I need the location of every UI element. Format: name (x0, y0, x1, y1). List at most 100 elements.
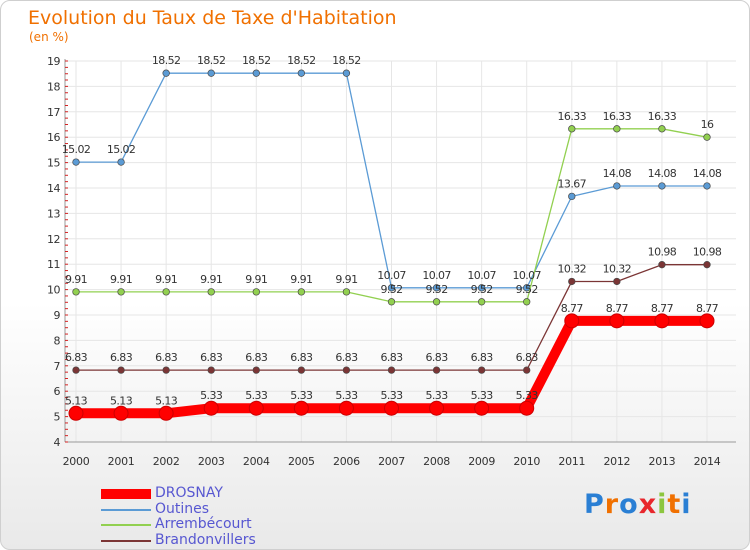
data-point (68, 405, 84, 421)
x-tick-label: 2010 (513, 455, 540, 468)
data-point (342, 69, 351, 77)
data-label: 9.52 (471, 283, 493, 296)
data-point (703, 182, 711, 190)
x-tick-label: 2001 (108, 455, 135, 468)
data-label: 16.33 (648, 110, 677, 123)
data-point (613, 125, 621, 133)
data-point (477, 284, 486, 292)
x-tick-label: 2000 (63, 455, 90, 468)
data-label: 9.91 (245, 273, 267, 286)
x-tick-label: 2009 (468, 455, 495, 468)
logo-letter: r (604, 489, 620, 520)
data-label: 9.91 (110, 273, 132, 286)
data-point (384, 400, 399, 416)
x-tick-label: 2005 (288, 455, 315, 468)
y-tick-label: 8 (54, 334, 61, 347)
data-label: 16.33 (603, 110, 632, 123)
y-tick-label: 14 (47, 182, 60, 195)
data-point (703, 261, 711, 269)
data-label: 6.83 (335, 351, 358, 364)
data-point (703, 133, 711, 141)
y-tick-label: 15 (47, 157, 60, 170)
data-label: 13.67 (558, 177, 587, 190)
legend-label: DROSNAY (155, 485, 223, 501)
x-tick-label: 2006 (333, 455, 360, 468)
data-point (519, 400, 535, 416)
data-label: 6.83 (200, 351, 223, 364)
data-point (72, 366, 80, 374)
data-label: 8.77 (651, 302, 674, 315)
data-label: 9.91 (200, 273, 222, 286)
y-tick-label: 12 (47, 233, 60, 246)
logo-letter: t (667, 489, 682, 520)
legend-label: Brandonvillers (155, 531, 256, 548)
data-point (429, 400, 445, 416)
data-point (207, 288, 215, 296)
legend-swatch (101, 524, 151, 526)
data-point (207, 69, 215, 77)
data-label: 10.07 (467, 269, 496, 282)
y-tick-label: 7 (54, 360, 61, 373)
data-point (342, 366, 351, 374)
data-point (613, 182, 621, 190)
x-tick-label: 2011 (558, 455, 585, 468)
chart-unit: (en %) (29, 30, 69, 44)
data-label: 8.77 (561, 302, 584, 315)
data-point (568, 125, 576, 133)
data-point (162, 366, 170, 374)
data-label: 6.83 (155, 351, 178, 364)
chart-title: Evolution du Taux de Taxe d'Habitation (28, 7, 397, 29)
y-tick-label: 16 (47, 131, 60, 144)
x-tick-label: 2003 (198, 455, 225, 468)
data-label: 18.52 (152, 54, 181, 67)
x-tick-label: 2012 (603, 455, 630, 468)
x-tick-label: 2013 (649, 455, 676, 468)
data-label: 6.83 (290, 351, 313, 364)
data-label: 6.83 (516, 351, 539, 364)
x-tick-label: 2014 (694, 455, 721, 468)
data-point (523, 298, 531, 306)
y-tick-label: 17 (47, 106, 60, 119)
data-label: 10.32 (603, 262, 632, 275)
x-tick-label: 2004 (243, 455, 270, 468)
proxiti-logo: Proxiti (584, 489, 692, 520)
data-point (613, 277, 621, 286)
y-tick-label: 11 (47, 258, 60, 271)
data-point (523, 366, 531, 374)
data-label: 9.91 (335, 273, 357, 286)
logo-letter: x (638, 489, 658, 520)
data-label: 10.98 (648, 246, 677, 259)
legend-label: Outines (155, 500, 210, 517)
data-label: 5.33 (200, 389, 223, 402)
data-label: 10.07 (512, 269, 541, 282)
y-tick-label: 10 (47, 284, 60, 297)
data-point (248, 400, 264, 416)
data-label: 5.33 (516, 389, 539, 402)
y-tick-label: 19 (47, 55, 60, 68)
data-point (252, 366, 260, 374)
x-tick-label: 2007 (378, 455, 405, 468)
data-point (252, 69, 260, 77)
data-label: 10.98 (693, 246, 722, 259)
legend-label: Arrembécourt (155, 516, 252, 532)
data-point (699, 313, 715, 329)
data-point (252, 288, 260, 296)
data-label: 10.07 (377, 269, 406, 282)
data-point (474, 400, 490, 416)
y-tick-label: 9 (54, 309, 61, 322)
data-point (387, 298, 396, 306)
data-label: 9.52 (426, 283, 448, 296)
data-label: 6.83 (380, 351, 403, 364)
y-tick-label: 6 (54, 385, 61, 398)
data-label: 9.91 (65, 273, 87, 286)
data-label: 15.02 (107, 143, 136, 156)
data-label: 10.32 (558, 262, 587, 275)
data-point (297, 366, 306, 374)
data-point (609, 313, 625, 329)
data-label: 6.83 (65, 351, 88, 364)
data-point (564, 313, 580, 329)
data-label: 9.91 (155, 273, 177, 286)
data-label: 8.77 (696, 302, 719, 315)
logo-letter: i (681, 489, 692, 520)
